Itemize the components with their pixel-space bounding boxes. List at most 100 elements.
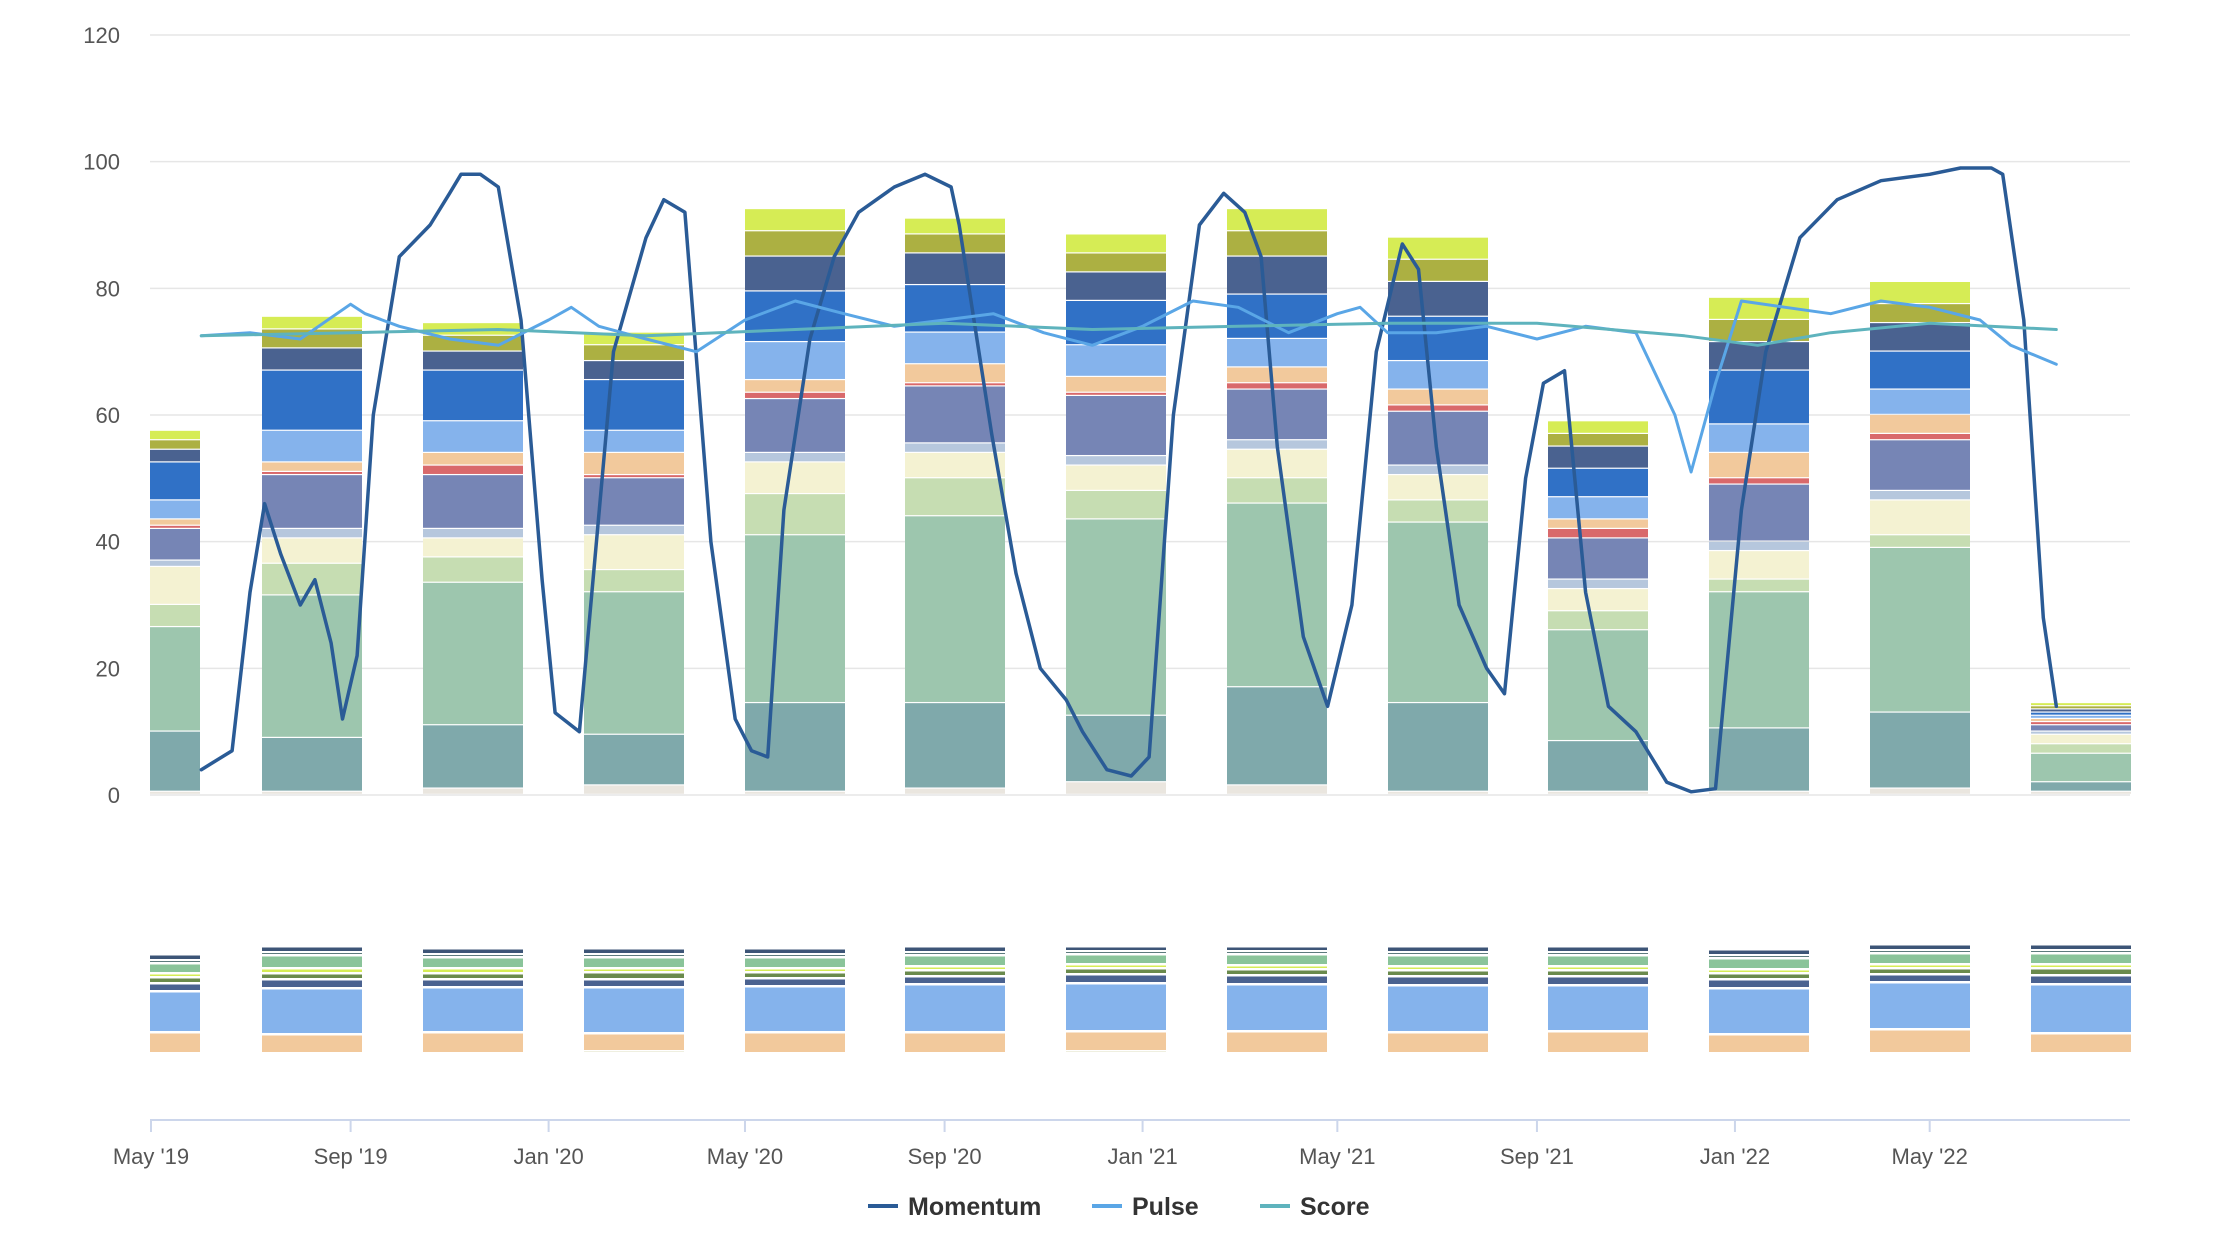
y-tick-label: 60: [96, 403, 120, 428]
bar-segment: [1388, 500, 1488, 522]
bar-segment: [1066, 491, 1166, 519]
bar-segment: [1066, 392, 1166, 395]
bar-segment: [905, 516, 1005, 702]
bar-segment: [905, 332, 1005, 364]
bar-segment: [2031, 725, 2131, 731]
bar-segment: [1388, 282, 1488, 316]
bar-segment: [905, 234, 1005, 253]
bar-segment: [584, 570, 684, 592]
lower-bar-segment: [423, 969, 523, 972]
lower-bar-segment: [1548, 986, 1648, 1030]
bar-segment: [262, 595, 362, 737]
bar-segment: [905, 253, 1005, 284]
bar-segment: [150, 525, 200, 528]
bar-segment: [1548, 589, 1648, 611]
bar-segment: [150, 605, 200, 626]
lower-bar-segment: [2031, 969, 2131, 974]
bar-segment: [905, 218, 1005, 234]
bar-segment: [1709, 728, 1809, 791]
bar-segment: [150, 449, 200, 462]
stacked-bar: [1066, 234, 1166, 794]
lower-bar-segment: [1870, 965, 1970, 967]
bar-segment: [1066, 253, 1166, 272]
bar-segment: [1548, 468, 1648, 497]
lower-bar-segment: [1548, 977, 1648, 984]
bar-segment: [1709, 478, 1809, 484]
lower-bar-segment: [1066, 947, 1166, 950]
lower-bar-segment: [262, 1035, 362, 1052]
lower-bar-segment: [262, 953, 362, 954]
lower-bar: [150, 955, 200, 1052]
bar-segment: [1227, 687, 1327, 785]
legend-label: Momentum: [908, 1193, 1041, 1221]
bar-segment: [584, 380, 684, 430]
stacked-bar: [2031, 703, 2131, 794]
bar-segment: [745, 535, 845, 702]
stacked-bar: [1870, 282, 1970, 794]
bar-segment: [1388, 475, 1488, 500]
bar-segment: [1066, 345, 1166, 376]
lower-bar-segment: [905, 1033, 1005, 1052]
bar-segment: [584, 785, 684, 794]
bar-segment: [584, 345, 684, 360]
bar-segment: [262, 316, 362, 329]
lower-bar-segment: [150, 978, 200, 982]
lower-bar: [262, 947, 362, 1052]
bar-segment: [423, 453, 523, 465]
lower-bar-segment: [1388, 977, 1488, 984]
bar-segment: [1548, 579, 1648, 588]
bar-segment: [150, 440, 200, 449]
lower-bar-segment: [745, 949, 845, 953]
lower-bar-segment: [1227, 1032, 1327, 1052]
lower-bar-segment: [1066, 955, 1166, 963]
bar-segment: [1548, 791, 1648, 794]
bar-segment: [423, 475, 523, 528]
bar-segment: [150, 731, 200, 791]
bar-segment: [150, 627, 200, 731]
bar-segment: [1709, 579, 1809, 592]
bar-segment: [1066, 396, 1166, 455]
bar-segment: [2031, 706, 2131, 709]
lower-bar-segment: [1388, 971, 1488, 975]
lower-bar-segment: [905, 953, 1005, 954]
bar-segment: [262, 529, 362, 538]
lower-bar-segment: [745, 969, 845, 971]
y-tick-label: 20: [96, 656, 120, 681]
bar-segment: [1870, 389, 1970, 414]
bar-segment: [1227, 209, 1327, 231]
legend: Momentum Pulse Score: [868, 1193, 1370, 1221]
bar-segment: [1066, 272, 1166, 300]
bar-segment: [1227, 383, 1327, 389]
bar-segment: [1388, 522, 1488, 702]
stacked-bar: [745, 209, 845, 794]
bar-segment: [262, 472, 362, 474]
lower-bar-segment: [423, 949, 523, 953]
bar-segment: [1388, 405, 1488, 411]
bar-segment: [745, 380, 845, 392]
lower-bar-segment: [150, 955, 200, 959]
bar-segment: [1227, 339, 1327, 367]
lower-bar-segment: [1709, 970, 1809, 972]
bar-segment: [1548, 538, 1648, 579]
lower-bar-segment: [1388, 953, 1488, 954]
bar-segment: [1870, 788, 1970, 794]
x-tick-label: May '22: [1892, 1144, 1968, 1169]
lower-bar-segment: [1709, 980, 1809, 987]
lower-bar-segment: [1066, 952, 1166, 953]
lower-bar-segment: [1388, 967, 1488, 969]
bar-segment: [1870, 434, 1970, 440]
bar-segment: [1388, 703, 1488, 791]
bar-segment: [1870, 351, 1970, 389]
bar-segment: [262, 475, 362, 528]
lower-bar-segment: [262, 969, 362, 972]
lower-bar-segment: [423, 1033, 523, 1052]
lower-bar-segment: [1066, 1032, 1166, 1050]
bar-segment: [2031, 753, 2131, 782]
bar-segment: [1548, 741, 1648, 791]
bar-segment: [262, 462, 362, 471]
lower-bar-segment: [2031, 965, 2131, 967]
bar-segment: [584, 475, 684, 478]
lower-bar-segment: [1066, 965, 1166, 967]
lower-bar-segment: [150, 974, 200, 976]
bar-segment: [1066, 456, 1166, 465]
